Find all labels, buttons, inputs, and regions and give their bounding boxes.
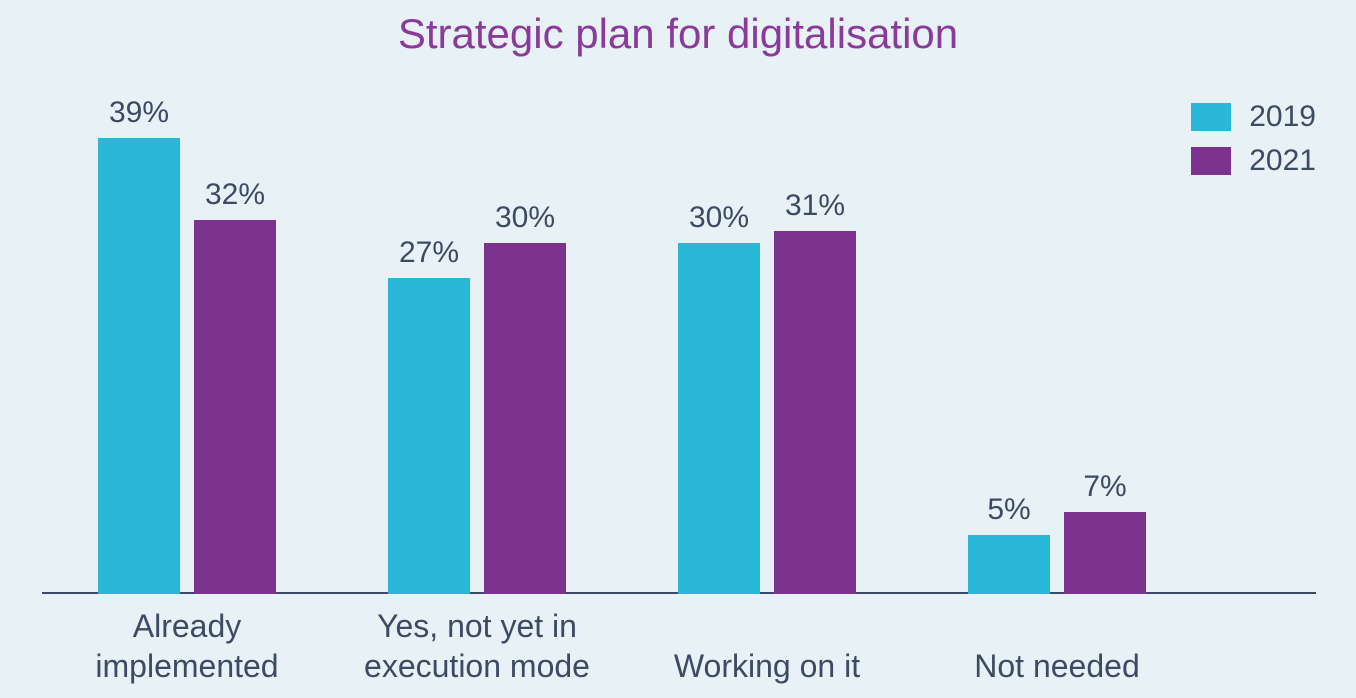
legend-swatch-2021 [1191, 147, 1231, 175]
bar-2021: 32% [194, 220, 276, 594]
legend-label-2021: 2021 [1249, 144, 1316, 178]
bar-group: 5% 7% Not needed [922, 0, 1192, 698]
bar-pair: 39% 32% [52, 126, 322, 594]
bar-value-label: 7% [1064, 470, 1146, 512]
bar-2019: 27% [388, 278, 470, 594]
bar-group: 39% 32% Already implemented [52, 0, 322, 698]
legend-item-2021: 2021 [1191, 144, 1316, 178]
bar-2019: 30% [678, 243, 760, 594]
legend-item-2019: 2019 [1191, 100, 1316, 134]
bar-pair: 30% 31% [632, 126, 902, 594]
bar-value-label: 30% [484, 201, 566, 243]
bar-2021: 30% [484, 243, 566, 594]
bar-chart: Strategic plan for digitalisation 2019 2… [0, 0, 1356, 698]
bar-group: 27% 30% Yes, not yet in execution mode [342, 0, 612, 698]
legend-label-2019: 2019 [1249, 100, 1316, 134]
bar-pair: 5% 7% [922, 126, 1192, 594]
bar-2019: 39% [98, 138, 180, 594]
bar-2019: 5% [968, 535, 1050, 594]
bar-value-label: 5% [968, 493, 1050, 535]
bar-2021: 31% [774, 231, 856, 594]
category-label: Not needed [882, 646, 1232, 686]
bar-value-label: 32% [194, 178, 276, 220]
bar-group: 30% 31% Working on it [632, 0, 902, 698]
bar-value-label: 39% [98, 96, 180, 138]
bar-groups: 39% 32% Already implemented 27% 30% [42, 0, 1176, 698]
bar-value-label: 30% [678, 201, 760, 243]
chart-legend: 2019 2021 [1191, 100, 1316, 188]
bar-2021: 7% [1064, 512, 1146, 594]
bar-value-label: 31% [774, 189, 856, 231]
bar-value-label: 27% [388, 236, 470, 278]
legend-swatch-2019 [1191, 103, 1231, 131]
bar-pair: 27% 30% [342, 126, 612, 594]
